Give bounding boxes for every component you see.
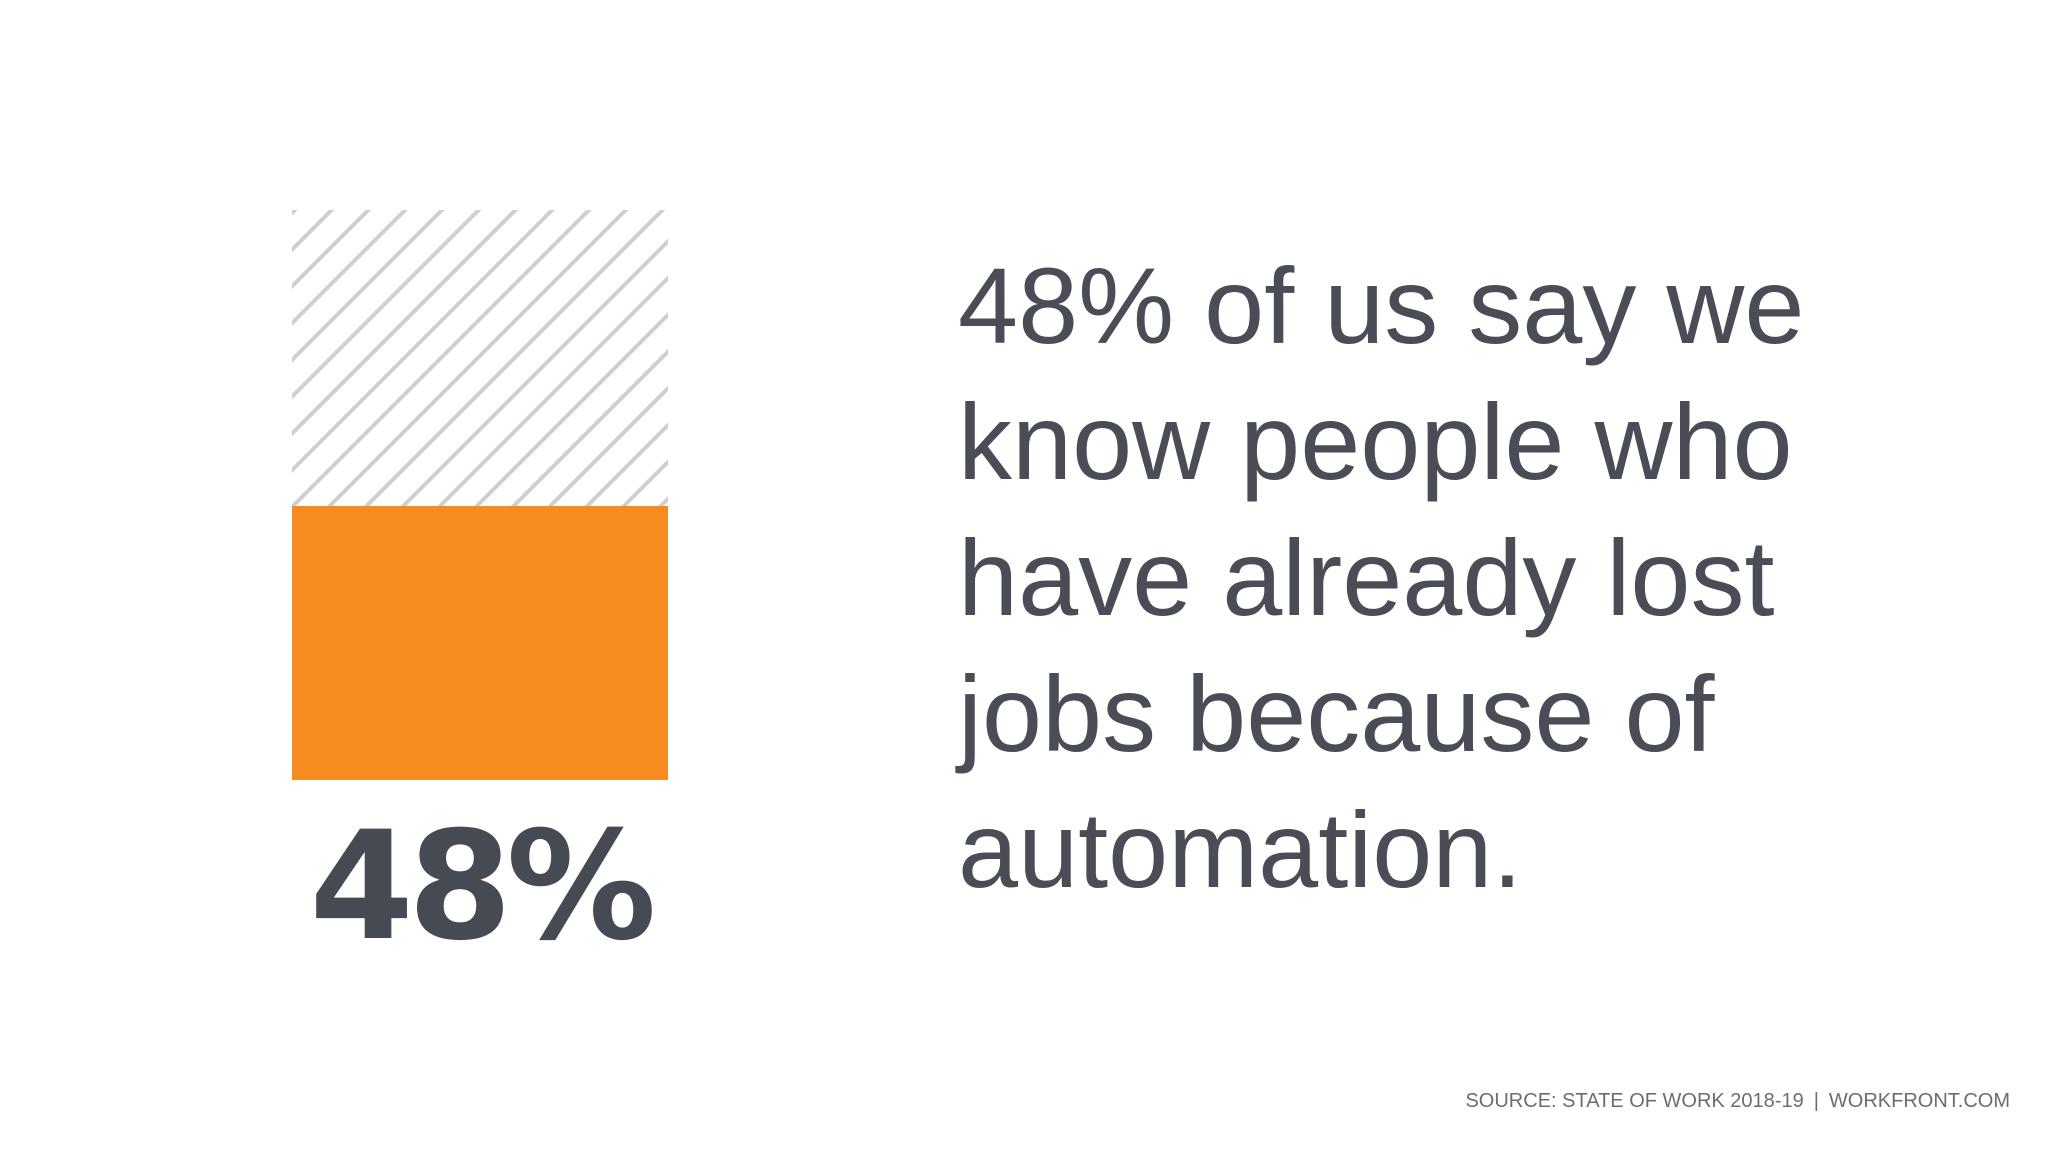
source-label: SOURCE: STATE OF WORK 2018-19 xyxy=(1465,1090,1804,1112)
source-footer: SOURCE: STATE OF WORK 2018-19 | WORKFRONT.… xyxy=(1465,1090,2010,1113)
bar-remainder xyxy=(292,210,668,506)
headline: 48% of us say we know people who have al… xyxy=(958,245,1805,910)
bar-filled xyxy=(292,506,668,780)
data-label: 48% xyxy=(309,800,656,974)
source-site: WORKFRONT.COM xyxy=(1828,1090,2010,1112)
bar-svg xyxy=(292,210,668,780)
percent-bar-chart xyxy=(292,210,668,780)
source-separator: | xyxy=(1813,1090,1819,1112)
